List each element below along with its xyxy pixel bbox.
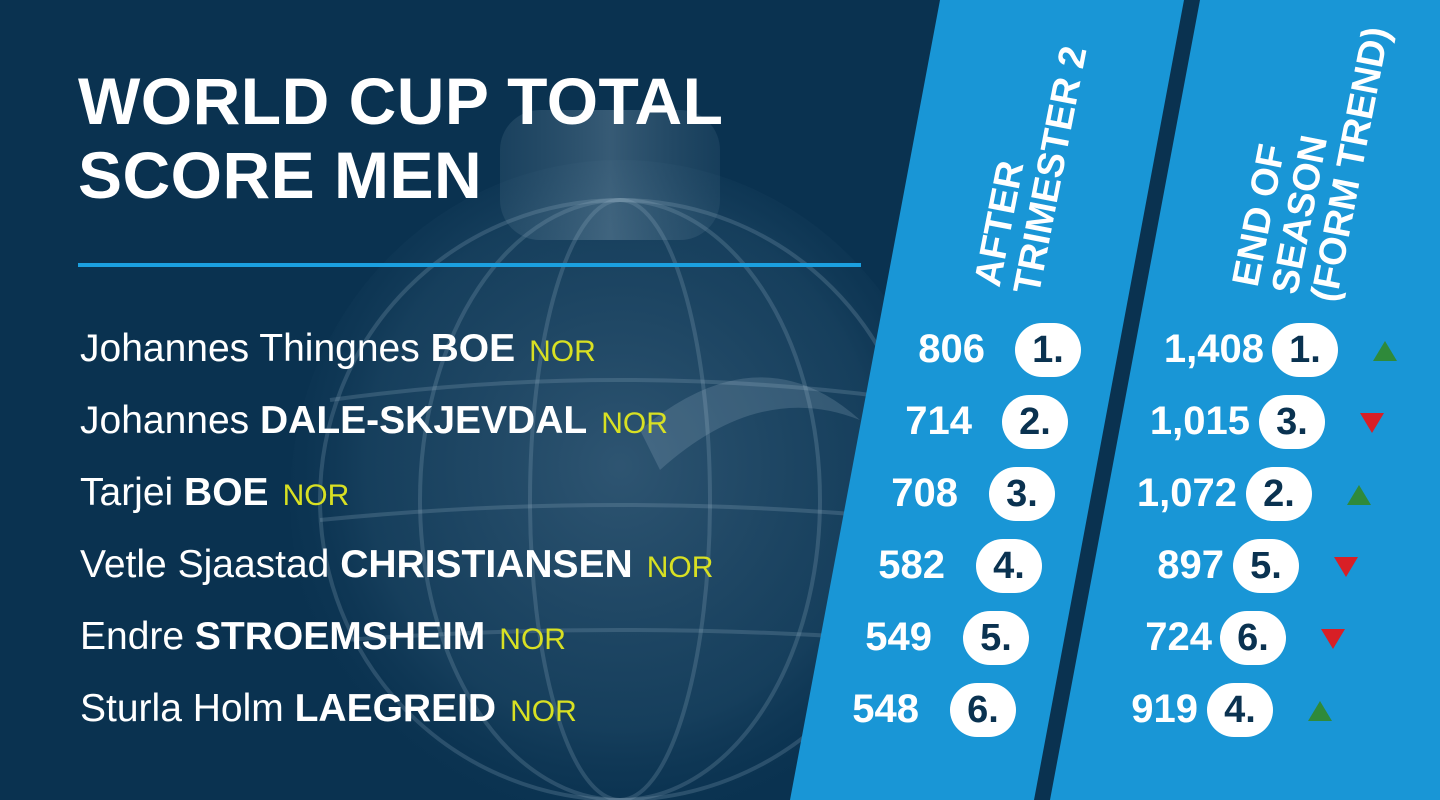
athlete-first-name: Sturla Holm	[80, 687, 284, 730]
season-score: 1,408	[1163, 327, 1264, 371]
season-rank-badge: 2.	[1246, 467, 1312, 521]
trimester-rank-badge: 6.	[950, 683, 1016, 737]
standings-row: Sturla Holm LAEGREID NOR 548 6. 919 4.	[0, 674, 1440, 744]
trimester-rank-badge: 1.	[1015, 323, 1081, 377]
trimester-score: 549	[865, 615, 932, 659]
graphic-title: WORLD CUP TOTAL SCORE MEN	[78, 64, 723, 212]
athlete-last-name: LAEGREID	[294, 687, 497, 730]
athlete-name: Johannes DALE-SKJEVDAL NOR	[80, 386, 668, 456]
trimester-score: 714	[905, 399, 972, 443]
standings-row: Tarjei BOE NOR 708 3. 1,072 2.	[0, 458, 1440, 528]
athlete-name: Sturla Holm LAEGREID NOR	[80, 674, 577, 744]
trend-down-icon	[1360, 413, 1384, 433]
athlete-last-name: BOE	[430, 327, 516, 370]
trimester-rank-badge: 2.	[1002, 395, 1068, 449]
trend-down-icon	[1334, 557, 1358, 577]
athlete-last-name: CHRISTIANSEN	[340, 543, 633, 586]
trend-up-icon	[1308, 701, 1332, 721]
athlete-first-name: Endre	[80, 615, 185, 658]
standings-row: Johannes DALE-SKJEVDAL NOR 714 2. 1,015 3.	[0, 386, 1440, 456]
season-score: 897	[1157, 543, 1224, 587]
season-rank-badge: 4.	[1207, 683, 1273, 737]
season-rank-badge: 1.	[1272, 323, 1338, 377]
athlete-first-name: Tarjei	[80, 471, 174, 514]
season-score: 919	[1131, 687, 1198, 731]
title-divider	[78, 263, 861, 267]
athlete-country: NOR	[282, 479, 350, 512]
standings-row: Endre STROEMSHEIM NOR 549 5. 724 6.	[0, 602, 1440, 672]
trimester-rank-badge: 4.	[976, 539, 1042, 593]
athlete-country: NOR	[499, 623, 566, 656]
title-line-1: WORLD CUP TOTAL	[78, 64, 724, 138]
trimester-score: 548	[852, 687, 919, 731]
athlete-country: NOR	[510, 695, 577, 728]
athlete-name: Vetle Sjaastad CHRISTIANSEN NOR	[80, 530, 713, 600]
trend-down-icon	[1321, 629, 1345, 649]
athlete-country: NOR	[601, 407, 668, 440]
trimester-score: 708	[891, 471, 958, 515]
trend-up-icon	[1373, 341, 1397, 361]
standings-row: Johannes Thingnes BOE NOR 806 1. 1,408 1.	[0, 314, 1440, 384]
trimester-rank-badge: 5.	[963, 611, 1029, 665]
athlete-first-name: Johannes	[80, 399, 250, 442]
season-rank-badge: 6.	[1220, 611, 1286, 665]
athlete-name: Tarjei BOE NOR	[80, 458, 349, 528]
athlete-first-name: Vetle Sjaastad	[80, 543, 330, 586]
title-line-2: SCORE MEN	[78, 138, 483, 212]
athlete-country: NOR	[646, 551, 714, 584]
athlete-country: NOR	[529, 335, 596, 368]
athlete-name: Johannes Thingnes BOE NOR	[80, 314, 596, 384]
trimester-rank-badge: 3.	[989, 467, 1055, 521]
athlete-name: Endre STROEMSHEIM NOR	[80, 602, 566, 672]
trimester-score: 582	[878, 543, 945, 587]
trend-up-icon	[1347, 485, 1371, 505]
season-score: 1,015	[1149, 399, 1250, 443]
athlete-last-name: DALE-SKJEVDAL	[259, 399, 588, 442]
athlete-last-name: STROEMSHEIM	[194, 615, 486, 658]
standings-row: Vetle Sjaastad CHRISTIANSEN NOR 582 4. 897 5.	[0, 530, 1440, 600]
athlete-last-name: BOE	[184, 471, 269, 514]
season-score: 724	[1145, 615, 1212, 659]
trimester-score: 806	[918, 327, 985, 371]
athlete-first-name: Johannes Thingnes	[80, 327, 420, 370]
season-score: 1,072	[1136, 471, 1237, 515]
season-rank-badge: 3.	[1259, 395, 1325, 449]
season-rank-badge: 5.	[1233, 539, 1299, 593]
